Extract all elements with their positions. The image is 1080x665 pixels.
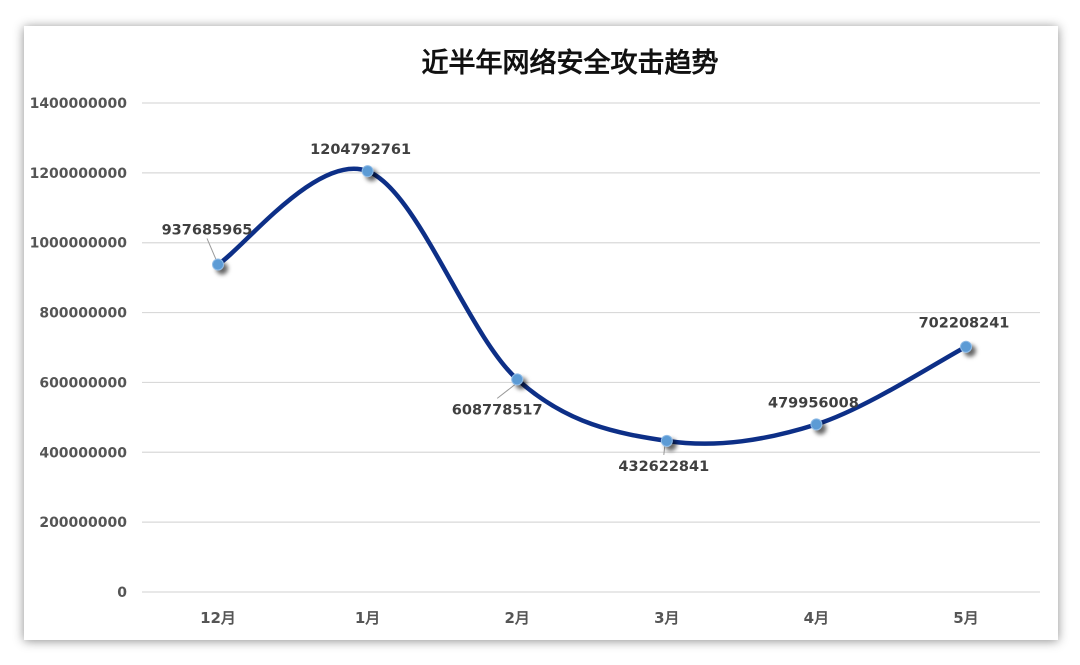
x-tick-label: 4月 <box>804 609 829 627</box>
x-tick-label: 3月 <box>654 609 679 627</box>
y-tick-label: 0 <box>117 585 127 601</box>
x-tick-label: 2月 <box>504 609 529 627</box>
data-label: 1204792761 <box>310 142 411 158</box>
data-point <box>960 340 972 353</box>
data-point <box>511 373 524 386</box>
series-line <box>215 166 969 446</box>
chart-title: 近半年网络安全攻击趋势 <box>422 47 719 79</box>
chart-frame <box>24 26 1058 640</box>
y-tick-label: 600000000 <box>39 375 127 391</box>
y-tick-label: 200000000 <box>39 515 127 531</box>
data-label: 432622841 <box>618 459 709 475</box>
y-tick-label: 400000000 <box>39 445 127 461</box>
data-label: 479956008 <box>768 395 859 411</box>
x-tick-label: 12月 <box>200 609 236 627</box>
label-leader <box>206 238 217 260</box>
x-tick-label: 5月 <box>953 609 978 627</box>
data-point <box>660 434 673 447</box>
data-label: 937685965 <box>162 222 253 238</box>
markers <box>212 165 972 447</box>
x-tick-label: 1月 <box>355 609 380 627</box>
y-axis: 0 200000000 400000000 600000000 800000000 100… <box>30 96 128 601</box>
series-line-path <box>215 166 969 446</box>
label-leaders <box>206 238 666 455</box>
label-leader <box>496 383 516 399</box>
data-point <box>212 258 224 271</box>
y-tick-label: 800000000 <box>39 306 127 322</box>
gridlines <box>142 102 1040 593</box>
data-point <box>361 165 374 178</box>
y-tick-label: 1000000000 <box>30 236 128 252</box>
y-tick-label: 1400000000 <box>30 96 128 112</box>
x-axis: 12月 1月 2月 3月 4月 5月 <box>200 609 979 627</box>
label-leader <box>663 445 666 455</box>
data-labels: 937685965 1204792761 608778517 432622841 479… <box>162 142 1010 475</box>
data-point <box>810 418 823 431</box>
data-label: 608778517 <box>452 402 543 418</box>
data-label: 702208241 <box>919 316 1010 332</box>
y-tick-label: 1200000000 <box>30 166 128 182</box>
